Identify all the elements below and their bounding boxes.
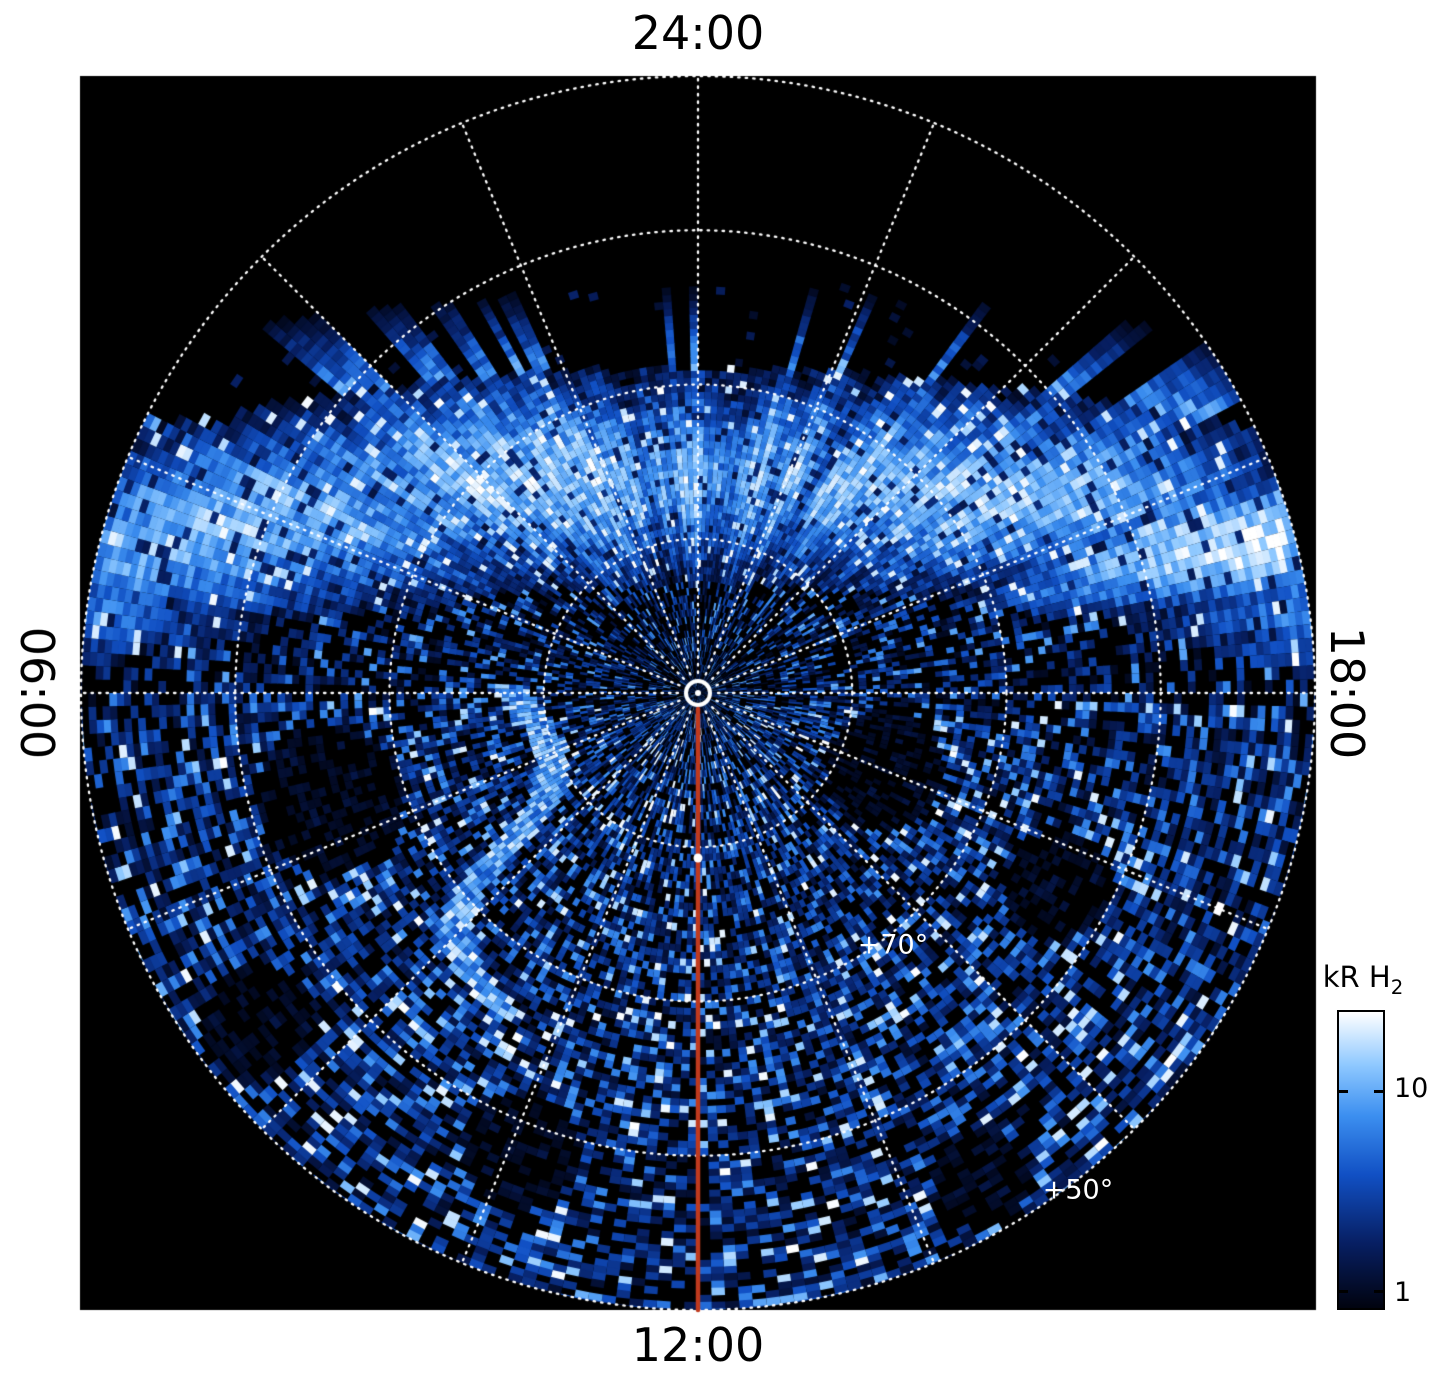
local-time-label-dusk: 18:00 bbox=[1320, 626, 1374, 760]
colorbar-tick-label-1: 1 bbox=[1394, 1277, 1412, 1308]
local-time-label-midnight: 24:00 bbox=[631, 6, 765, 60]
latitude-annotation-50: +50° bbox=[1042, 1174, 1114, 1206]
colorbar bbox=[1337, 1010, 1385, 1310]
colorbar-tick-mark bbox=[1374, 1090, 1383, 1094]
colorbar-tick-mark bbox=[1339, 1090, 1348, 1094]
colorbar-tick-label-10: 10 bbox=[1394, 1073, 1429, 1104]
colorbar-tick-mark bbox=[1339, 1290, 1348, 1294]
local-time-label-dawn: 06:00 bbox=[10, 626, 64, 760]
colorbar-tick-mark bbox=[1374, 1290, 1383, 1294]
colorbar-title-text: kR H bbox=[1322, 960, 1391, 994]
latitude-annotation-70: +70° bbox=[857, 929, 929, 961]
colorbar-title: kR H2 bbox=[1323, 960, 1404, 999]
colorbar-title-subscript: 2 bbox=[1390, 975, 1404, 999]
local-time-label-noon: 12:00 bbox=[631, 1318, 765, 1372]
